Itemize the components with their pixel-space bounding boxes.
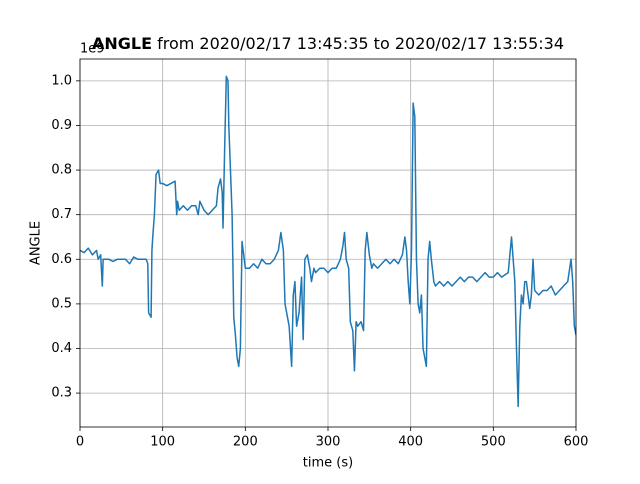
plot-frame — [79, 58, 577, 428]
x-tick-label: 500 — [481, 435, 506, 450]
data-line — [80, 75, 576, 408]
x-tick-label: 100 — [150, 435, 175, 450]
x-tick-label: 400 — [398, 435, 423, 450]
chart-title: ANGLE from 2020/02/17 13:45:35 to 2020/0… — [92, 34, 564, 53]
y-tick-label: 0.8 — [51, 163, 72, 178]
chart-title-text: from 2020/02/17 13:45:35 to 2020/02/17 1… — [157, 34, 564, 53]
y-tick-label: 0.6 — [51, 252, 72, 267]
x-tick-label: 200 — [233, 435, 258, 450]
y-tick-label: 0.7 — [51, 207, 72, 222]
x-tick-label: 600 — [564, 435, 589, 450]
y-tick-label: 1.0 — [51, 73, 72, 88]
x-axis-label: time (s) — [303, 456, 353, 471]
y-offset-label: 1e9 — [80, 42, 105, 57]
y-tick-label: 0.9 — [51, 118, 72, 133]
x-tick-label: 300 — [316, 435, 341, 450]
y-tick-label: 0.4 — [51, 341, 72, 356]
y-axis-label: ANGLE — [29, 221, 44, 265]
y-tick-label: 0.3 — [51, 386, 72, 401]
chart-title-bold: ANGLE — [92, 34, 152, 53]
y-tick-label: 0.5 — [51, 296, 72, 311]
x-tick-label: 0 — [76, 435, 84, 450]
